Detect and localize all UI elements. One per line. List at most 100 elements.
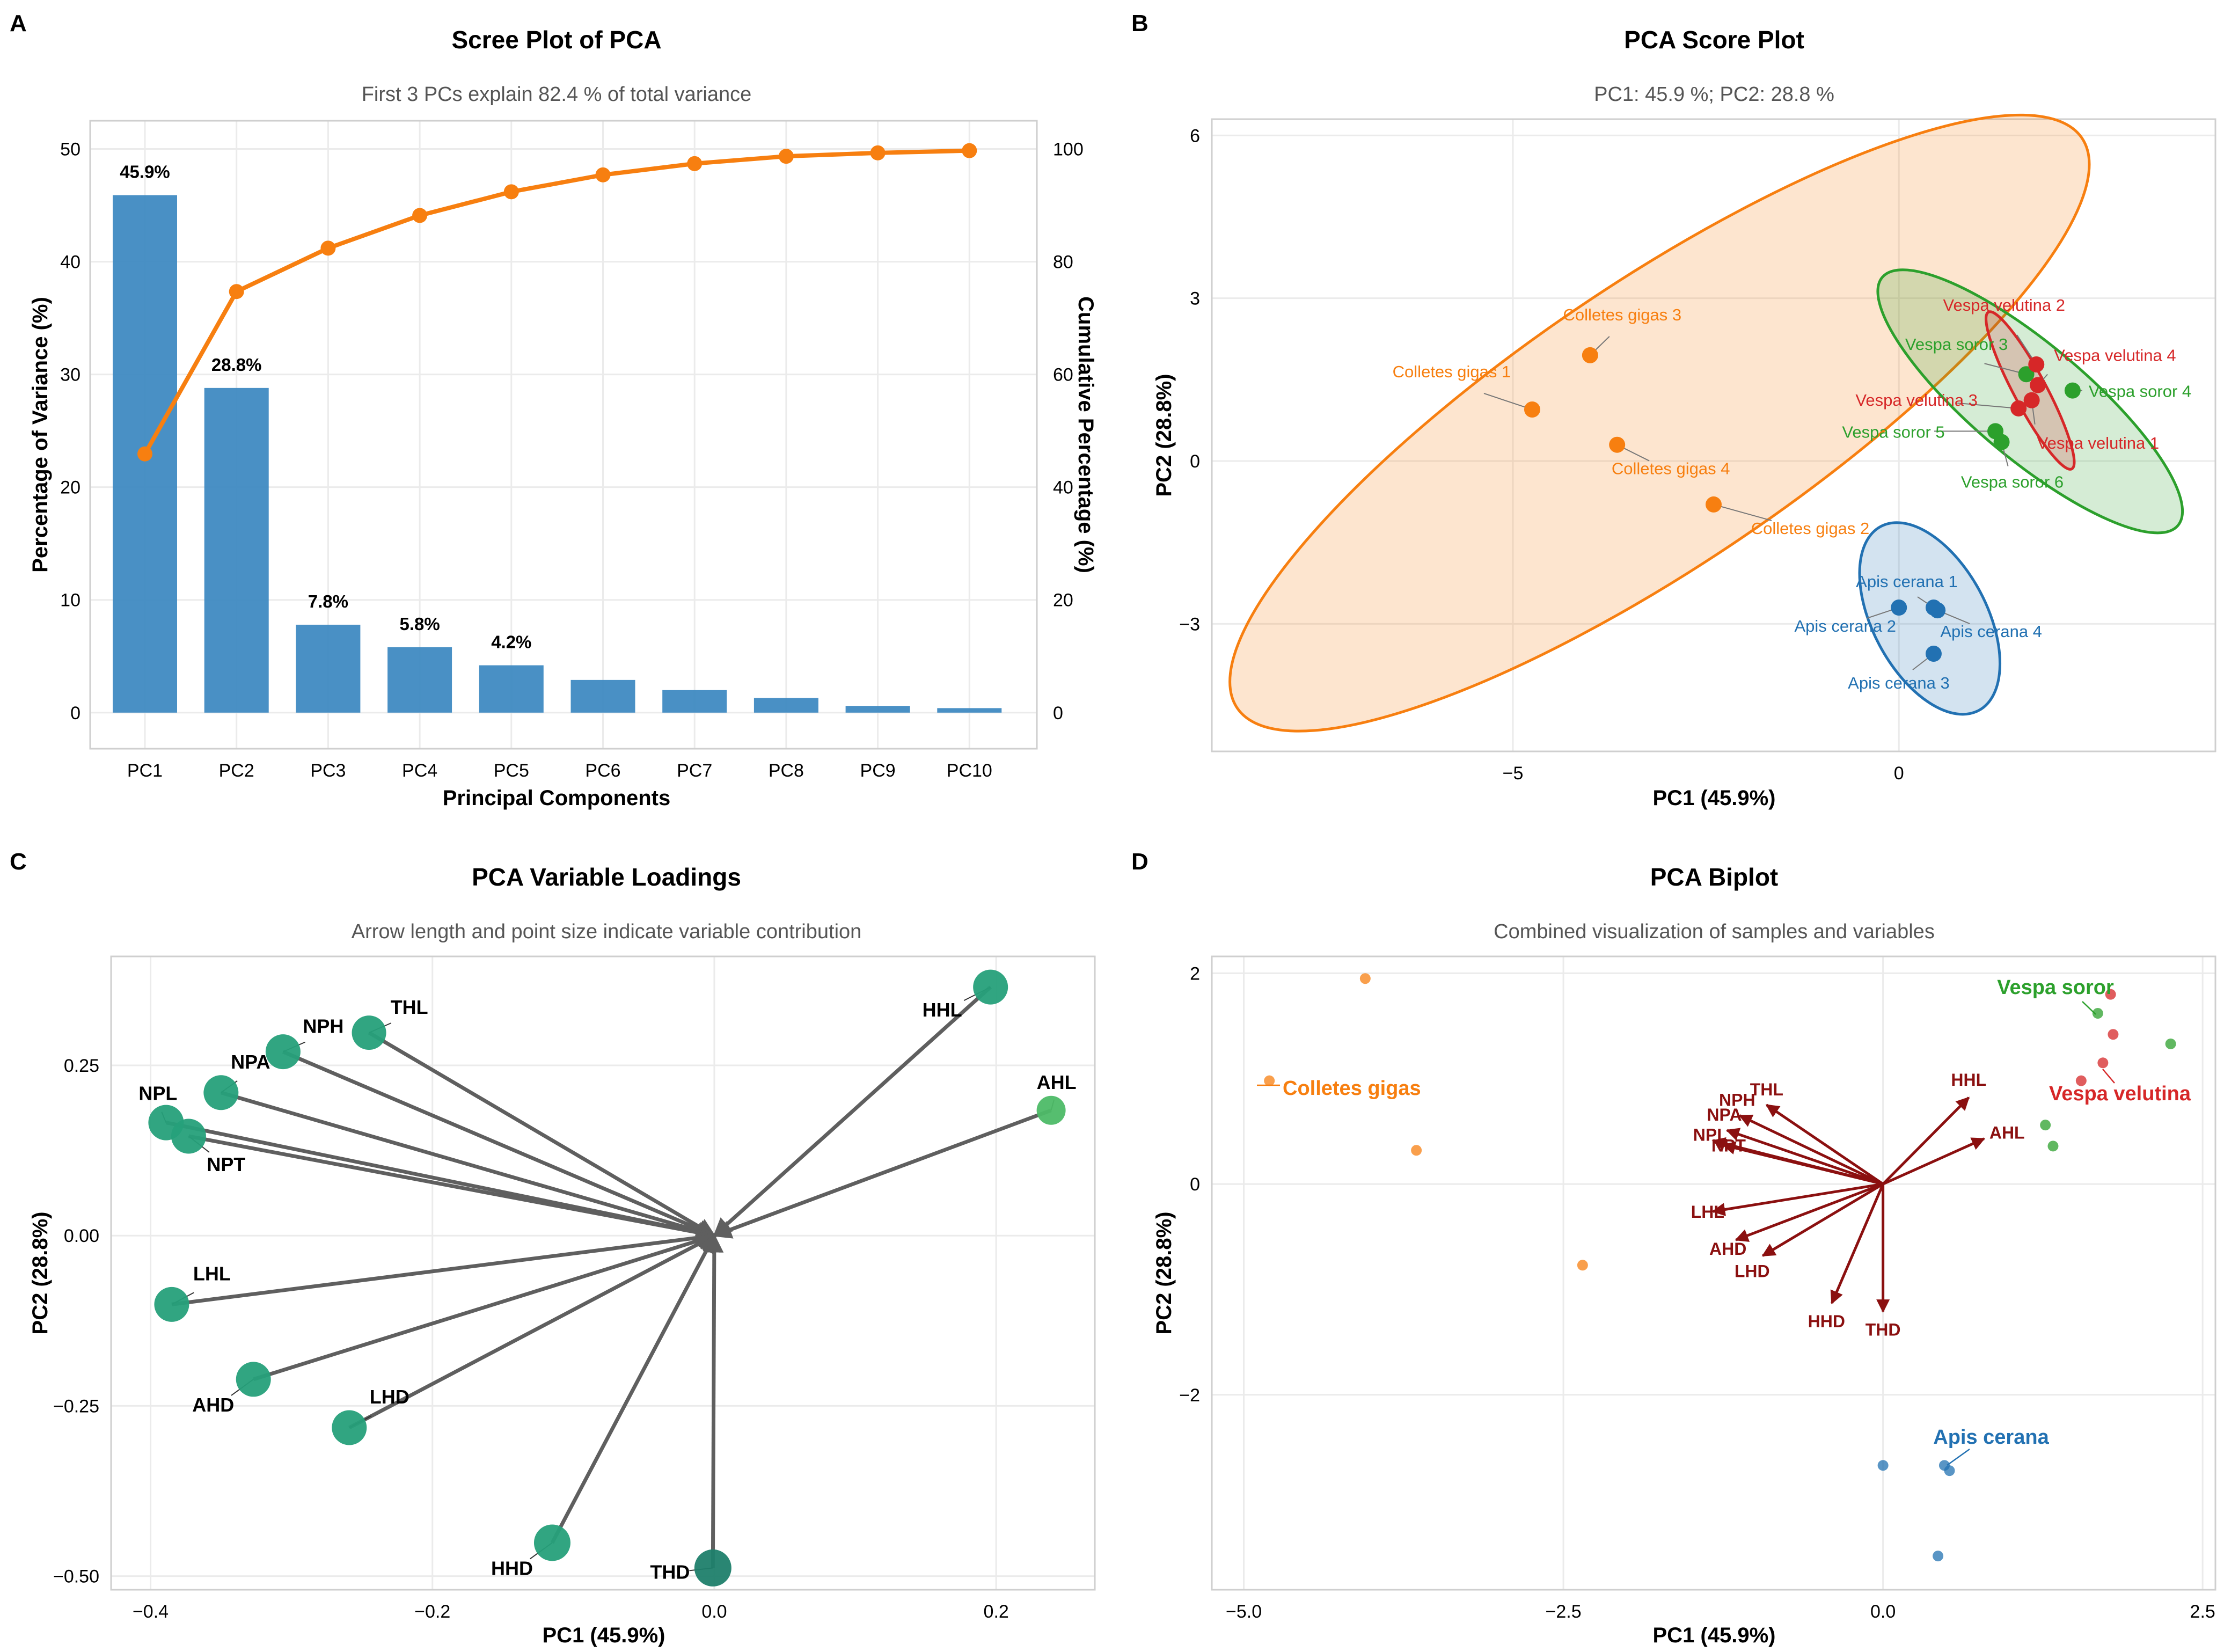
panel-c-letter: C [10,849,27,875]
y-tick-label: 0.00 [64,1226,99,1246]
x-tick-label: −5.0 [1226,1602,1262,1622]
loading-label: NPA [231,1051,270,1073]
variance-bar [937,708,1002,713]
cumulative-point [412,208,428,223]
loading-arrow [712,1108,1052,1239]
x-tick-label: PC7 [677,761,712,781]
panel-d-letter: D [1131,849,1148,875]
group-label-soror: Vespa soror [1997,976,2114,999]
panel-a-letter: A [10,10,27,36]
x-tick-label: 2.5 [2190,1602,2215,1622]
sample-label: Vespa soror 5 [1842,422,1944,441]
biplot-sample-point [2040,1120,2051,1131]
x-axis-label: PC1 (45.9%) [1653,786,1776,810]
cumulative-point [137,446,152,462]
x-tick-label: −0.2 [414,1602,450,1622]
loading-point [533,1524,570,1561]
y-tick-label: 50 [60,140,81,160]
loading-label: NPL [138,1083,177,1105]
biplot-sample-point [1264,1075,1275,1086]
x-axis-label: PC1 (45.9%) [1653,1624,1776,1647]
sample-label: Colletes gigas 4 [1612,459,1730,478]
loading-label: HHD [491,1557,533,1579]
variance-bar [845,706,910,713]
sample-label: Vespa velutina 1 [2037,434,2160,452]
x-tick-label: −0.4 [133,1602,169,1622]
sample-point [1609,436,1626,453]
biplot-arrow-label: HHD [1808,1312,1845,1331]
y-tick-label: 10 [60,590,81,611]
biplot-arrow-label: HHL [1951,1070,1986,1090]
loadings-plot: −0.4 −0.2 0.0 0.2 −0.50 −0.25 0.00 0.25 HHL AHL TH… [28,955,1096,1647]
y-tick-label: 0 [70,703,81,723]
y-axis-label: PC2 (28.8%) [1152,1212,1176,1335]
loading-point [973,969,1008,1005]
sample-point [1891,600,1907,616]
x-axis-label: Principal Components [443,786,671,810]
loading-arrow [282,1050,716,1238]
biplot-arrow [1882,1097,1970,1185]
sample-point [2028,356,2045,373]
biplot-arrow-label: NPL [1693,1125,1728,1145]
loading-arrow [171,1228,716,1306]
sample-label: Vespa soror 6 [1961,473,2064,492]
y-axis-label: Percentage of Variance (%) [28,297,52,573]
sample-point [2018,366,2035,383]
cumulative-point [962,143,977,158]
group-label-leader [2102,1069,2115,1084]
group-label-velutina: Vespa velutina [2049,1083,2191,1105]
loading-arrow [253,1231,716,1381]
x-tick-label: PC10 [947,761,992,781]
loading-point [332,1410,367,1445]
biplot-sample-point [1933,1551,1944,1562]
biplot-arrow-label: THD [1865,1320,1901,1340]
biplot-arrow [1738,1114,1884,1186]
bar-data-label: 45.9% [120,162,170,182]
sample-label: Colletes gigas 3 [1563,305,1682,324]
x-tick-label: PC1 [127,761,163,781]
confidence-ellipse-apis [1858,521,2002,716]
loading-arrow [713,985,992,1237]
x-tick-label: PC5 [494,761,529,781]
biplot-arrow [1882,1137,1986,1186]
sample-label: Apis cerana 1 [1856,572,1958,591]
panel-c-subtitle: Arrow length and point size indicate var… [352,920,862,943]
score-plot: −5 0 −3 0 3 6 Colletes gigas 1 Colletes gigas 2… [1152,113,2216,810]
loading-label: THL [391,996,428,1018]
x-tick-label: 0 [1894,763,1904,784]
y2-axis-label: Cumulative Percentage (%) [1074,296,1098,573]
panel-b-title: PCA Score Plot [1624,26,1804,54]
loading-point [236,1362,271,1397]
x-tick-label: 0.2 [984,1602,1009,1622]
biplot-arrow [1761,1182,1884,1257]
loading-point [265,1034,301,1070]
biplot-sample-point [2075,1075,2087,1086]
variance-bar [753,698,818,713]
cumulative-point [229,284,244,299]
biplot-arrow-label: NPH [1719,1090,1755,1109]
sample-point [1925,645,1942,662]
cumulative-point [595,167,611,182]
biplot-sample-point [2097,1057,2109,1069]
panel-b-letter: B [1131,10,1148,36]
variance-bar [387,647,452,713]
group-label-colletes: Colletes gigas [1283,1077,1421,1100]
sample-label: Apis cerana 4 [1940,622,2042,641]
sample-label: Vespa soror 4 [2089,382,2191,401]
panel-c-title: PCA Variable Loadings [472,863,741,891]
label-leader [1713,503,1772,521]
x-axis-label: PC1 (45.9%) [543,1624,665,1647]
loading-arrow [348,1234,716,1430]
x-tick-label: PC9 [860,761,896,781]
cumulative-line [143,148,970,455]
sample-point [2023,392,2040,408]
group-label-leader [1947,1448,1970,1466]
y-axis-label: PC2 (28.8%) [1152,374,1176,497]
loading-arrow [220,1091,716,1240]
x-tick-label: −2.5 [1546,1602,1582,1622]
bar-data-label: 4.2% [491,632,531,652]
y2-tick-label: 80 [1053,252,1073,273]
scree-plot: 0 10 20 30 40 50 PC1 PC2 PC3 PC4 PC5 PC6 PC7 PC8 PC9 PC… [28,120,1098,810]
variance-bar [296,624,361,713]
sample-label: Apis cerana 3 [1848,674,1950,692]
